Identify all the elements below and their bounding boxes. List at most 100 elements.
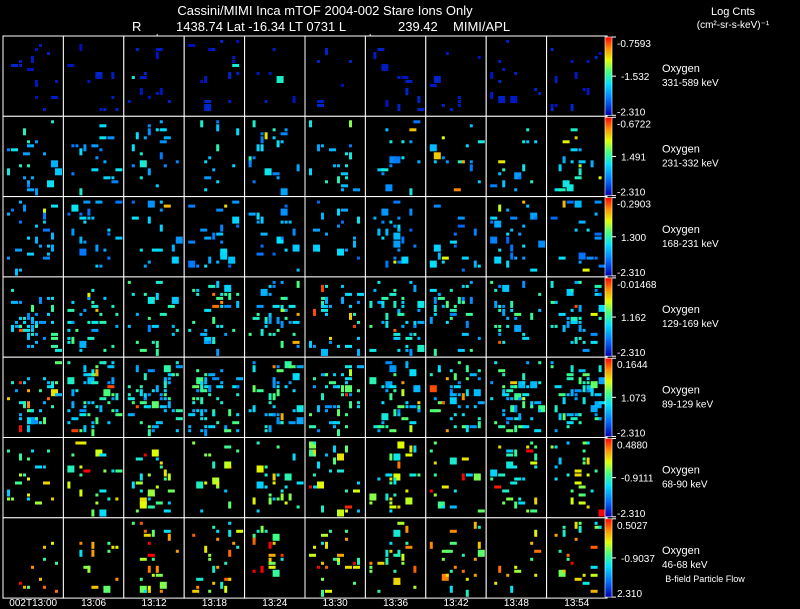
count-pixel [586,381,590,385]
count-pixel [139,501,147,509]
count-pixel [71,417,79,421]
units-line-2: (cm²-sr-s-keV)⁻¹ [697,20,770,31]
count-pixel [453,413,457,417]
count-pixel [453,244,457,248]
count-pixel [502,501,506,505]
count-pixel [353,312,356,316]
image-cell [304,517,366,599]
count-pixel [357,320,360,324]
count-pixel [309,449,316,457]
count-pixel [220,240,224,244]
count-pixel [558,457,562,465]
count-pixel [272,136,276,140]
count-pixel [574,136,578,140]
count-pixel [502,308,506,316]
count-pixel [111,409,115,413]
count-pixel [19,64,22,67]
count-pixel [268,413,276,417]
count-pixel [574,521,578,529]
count-pixel [79,413,87,417]
scale-mid-label: -0.9037 [621,554,655,565]
count-pixel [15,268,18,276]
count-pixel [208,393,212,397]
count-pixel [530,461,538,465]
count-pixel [175,365,183,369]
count-pixel [252,120,256,128]
count-pixel [276,236,284,244]
count-pixel [216,481,220,489]
count-pixel [19,328,26,332]
count-pixel [135,312,139,316]
count-pixel [95,264,99,268]
count-pixel [111,180,119,184]
count-pixel [502,389,506,397]
count-pixel [433,312,437,316]
count-pixel [397,104,401,111]
count-pixel [321,308,328,312]
count-pixel [441,401,445,405]
count-pixel [369,300,373,308]
count-pixel [236,393,240,397]
count-pixel [574,577,582,581]
count-pixel [7,256,10,260]
source-label: MIMI/APL [453,19,510,34]
count-pixel [292,332,296,336]
count-pixel [353,489,360,493]
count-pixel [208,553,212,557]
count-pixel [83,405,87,409]
count-pixel [67,409,71,413]
count-pixel [83,220,87,224]
count-pixel [27,324,30,328]
count-pixel [333,373,336,377]
count-pixel [393,260,397,264]
count-pixel [494,324,498,328]
count-pixel [19,581,22,585]
count-pixel [260,244,264,248]
count-pixel [598,292,602,296]
count-pixel [139,152,143,156]
count-pixel [296,312,300,316]
count-pixel [389,393,393,401]
color-scale-bar [604,197,613,277]
count-pixel [175,236,183,244]
count-pixel [272,128,276,132]
bfield-particle-flow-label: B-field Particle Flow [665,574,745,584]
count-pixel [522,140,526,144]
count-pixel [43,212,46,220]
count-pixel [309,168,312,176]
count-pixel [19,473,22,477]
x-tick-label: 13:12 [141,598,166,609]
count-pixel [31,417,38,425]
count-pixel [23,328,30,332]
count-pixel [280,413,284,421]
count-pixel [232,328,236,332]
count-pixel [574,228,578,232]
count-pixel [502,409,506,413]
count-pixel [574,397,578,401]
count-pixel [143,264,147,268]
count-pixel [228,529,232,537]
count-pixel [19,453,22,461]
count-pixel [87,377,95,385]
count-pixel [325,180,328,184]
count-pixel [236,545,240,549]
count-pixel [594,256,598,260]
count-pixel [550,280,554,288]
count-pixel [27,180,30,188]
count-pixel [538,405,546,413]
count-pixel [71,172,75,176]
count-pixel [11,324,14,332]
count-pixel [228,292,232,300]
count-pixel [288,220,292,224]
count-pixel [534,88,538,91]
count-pixel [325,312,328,316]
count-pixel [19,413,22,417]
count-pixel [135,132,139,140]
count-pixel [369,493,377,501]
count-pixel [473,228,477,236]
count-pixel [188,413,196,417]
scale-mid-label: 1.491 [621,152,646,163]
count-pixel [19,268,22,272]
count-pixel [204,160,208,164]
count-pixel [449,541,457,545]
